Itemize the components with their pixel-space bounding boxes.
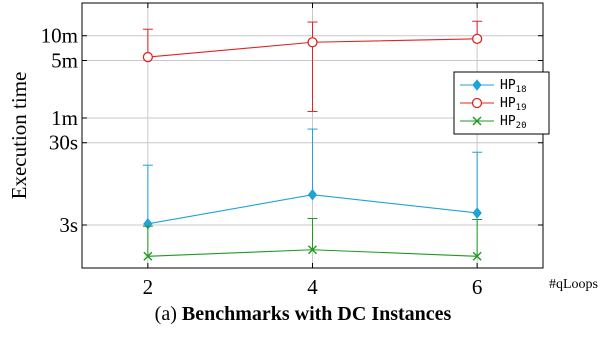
series-layer bbox=[142, 20, 483, 261]
data-point-hp19 bbox=[307, 37, 318, 48]
legend-subscript: 20 bbox=[516, 121, 527, 131]
y-tick-label: 10m bbox=[41, 24, 78, 48]
y-tick-label: 5m bbox=[51, 48, 78, 72]
x-tick-label: 4 bbox=[307, 275, 318, 299]
data-point-hp18 bbox=[472, 207, 482, 219]
data-point-hp19 bbox=[471, 33, 483, 44]
legend-subscript: 18 bbox=[516, 85, 527, 95]
figure-caption: (a) Benchmarks with DC Instances bbox=[0, 303, 606, 326]
series-hp18 bbox=[142, 128, 483, 230]
legend-subscript: 19 bbox=[516, 103, 527, 113]
caption-prefix: (a) bbox=[154, 303, 182, 325]
data-point-hp20 bbox=[472, 251, 482, 261]
x-axis-ticks: 2 4 6 bbox=[143, 3, 483, 299]
y-tick-label: 3s bbox=[59, 213, 78, 237]
data-point-hp20 bbox=[143, 251, 153, 261]
data-point-hp19 bbox=[142, 51, 154, 63]
x-tick-label: 2 bbox=[143, 275, 154, 299]
legend-marker-hp20 bbox=[472, 116, 482, 126]
x-axis-label: #qLoops bbox=[549, 277, 598, 292]
legend-marker-hp18 bbox=[472, 79, 482, 91]
series-hp20 bbox=[142, 217, 483, 261]
y-tick-label: 30s bbox=[49, 131, 78, 155]
y-axis-label: Execution time bbox=[7, 72, 31, 200]
legend-marker-hp19 bbox=[471, 97, 483, 109]
series-hp19 bbox=[142, 20, 483, 112]
data-point-hp20 bbox=[308, 245, 317, 255]
caption-title: Benchmarks with DC Instances bbox=[181, 303, 452, 325]
x-tick-label: 6 bbox=[472, 275, 483, 299]
data-point-hp18 bbox=[307, 188, 318, 201]
y-tick-label: 1m bbox=[51, 106, 78, 130]
